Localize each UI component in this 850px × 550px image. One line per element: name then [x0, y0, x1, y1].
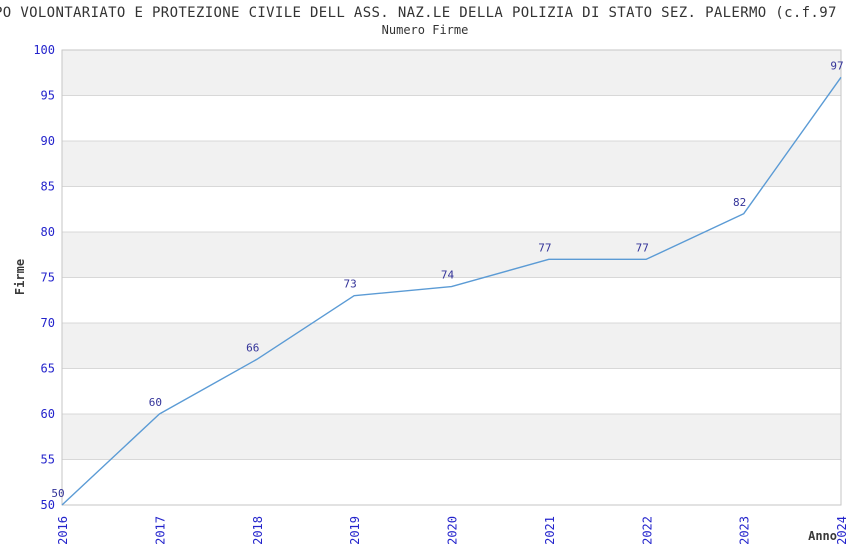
- point-label: 60: [149, 396, 162, 409]
- point-label: 50: [51, 487, 64, 500]
- x-tick-label: 2024: [835, 516, 849, 545]
- point-label: 74: [441, 269, 455, 282]
- y-tick-label: 75: [41, 271, 55, 285]
- x-axis-title: Anno: [808, 529, 837, 543]
- y-tick-label: 100: [33, 43, 55, 57]
- y-tick-label: 65: [41, 362, 55, 376]
- point-label: 97: [830, 59, 843, 72]
- band-stripe: [62, 368, 841, 414]
- band-stripe: [62, 186, 841, 232]
- point-label: 77: [636, 241, 649, 254]
- x-tick-label: 2022: [640, 516, 654, 545]
- point-label: 66: [246, 341, 259, 354]
- x-tick-label: 2021: [543, 516, 557, 545]
- chart-title: Numero Firme: [381, 23, 469, 37]
- point-label: 82: [733, 196, 746, 209]
- band-stripe: [62, 323, 841, 369]
- band-stripe: [62, 95, 841, 141]
- page-title: PO VOLONTARIATO E PROTEZIONE CIVILE DELL…: [0, 5, 837, 21]
- x-tick-label: 2020: [446, 516, 460, 545]
- band-stripe: [62, 232, 841, 278]
- plot-border: [61, 49, 842, 506]
- y-tick-label: 95: [41, 89, 55, 103]
- x-tick-label: 2019: [348, 516, 362, 545]
- x-tick-label: 2017: [153, 516, 167, 545]
- y-tick-label: 60: [41, 407, 55, 421]
- series-line: [61, 76, 842, 506]
- y-tick-label: 70: [41, 316, 55, 330]
- y-tick-label: 50: [41, 498, 55, 512]
- y-tick-label: 90: [41, 134, 55, 148]
- y-tick-label: 55: [41, 453, 55, 467]
- y-tick-label: 80: [41, 225, 55, 239]
- band-stripe: [62, 141, 841, 187]
- band-stripe: [62, 414, 841, 460]
- band-stripe: [62, 277, 841, 323]
- band-stripe: [62, 459, 841, 505]
- x-tick-label: 2018: [251, 516, 265, 545]
- y-tick-label: 85: [41, 180, 55, 194]
- point-label: 77: [538, 241, 551, 254]
- x-tick-label: 2023: [738, 516, 752, 545]
- point-label: 73: [344, 278, 357, 291]
- band-stripe: [62, 50, 841, 96]
- y-axis-title: Firme: [13, 258, 27, 296]
- x-tick-label: 2016: [56, 516, 70, 545]
